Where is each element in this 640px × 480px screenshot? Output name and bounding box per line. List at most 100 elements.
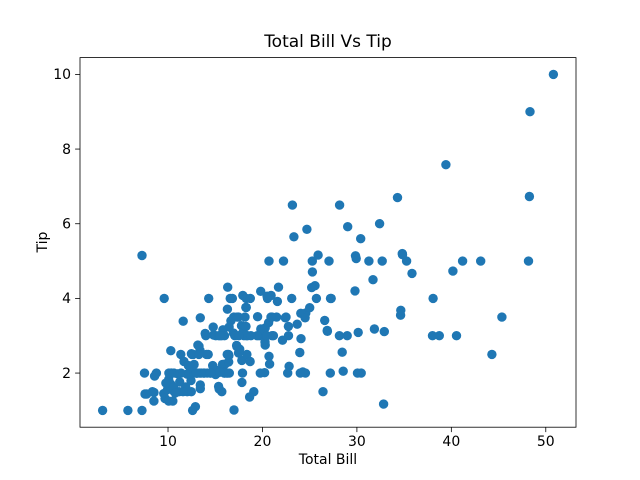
data-point xyxy=(264,351,274,361)
data-point xyxy=(487,349,497,360)
x-tick-label: 20 xyxy=(254,434,272,450)
y-tick-label: 6 xyxy=(62,217,71,233)
data-point xyxy=(397,250,408,260)
data-point xyxy=(307,256,317,266)
data-point xyxy=(139,368,150,378)
data-point xyxy=(215,367,225,377)
y-tick-label: 2 xyxy=(62,366,71,382)
data-point xyxy=(187,405,198,416)
data-point xyxy=(262,331,272,341)
data-point xyxy=(164,396,174,406)
x-tick-label: 40 xyxy=(442,434,460,450)
data-point xyxy=(448,266,458,276)
data-point xyxy=(149,396,159,406)
data-point xyxy=(524,191,535,202)
data-point xyxy=(350,286,360,296)
data-point xyxy=(222,304,233,314)
data-point xyxy=(295,368,305,378)
data-point xyxy=(292,319,302,329)
data-point xyxy=(343,222,353,232)
data-point xyxy=(229,405,239,415)
data-point xyxy=(369,324,380,334)
data-point xyxy=(242,349,252,360)
data-point xyxy=(264,256,274,266)
data-point xyxy=(208,322,218,332)
data-point xyxy=(191,368,202,378)
data-point xyxy=(311,293,322,304)
data-point xyxy=(137,405,147,416)
data-point xyxy=(195,313,205,323)
data-point xyxy=(379,326,389,337)
data-point xyxy=(377,256,387,266)
data-point xyxy=(287,293,297,304)
data-point xyxy=(296,334,306,344)
data-point xyxy=(183,360,194,371)
data-point xyxy=(350,251,361,261)
data-point xyxy=(204,293,214,304)
data-point xyxy=(427,331,438,341)
data-point xyxy=(322,325,332,336)
data-point xyxy=(186,375,196,386)
data-point xyxy=(97,405,108,416)
data-point xyxy=(334,200,345,210)
data-point xyxy=(245,356,255,367)
data-point xyxy=(337,347,347,357)
data-point xyxy=(353,327,363,338)
data-point xyxy=(324,256,334,266)
data-point xyxy=(178,387,188,397)
data-point xyxy=(215,331,225,341)
data-point xyxy=(194,341,204,351)
data-point xyxy=(195,384,205,394)
y-axis-label: Tip xyxy=(35,231,51,253)
data-point xyxy=(392,192,403,203)
x-tick-label: 50 xyxy=(537,434,555,450)
data-point xyxy=(396,305,406,315)
data-point xyxy=(255,368,265,378)
data-point xyxy=(256,286,266,296)
data-point xyxy=(224,357,234,367)
y-tick-label: 4 xyxy=(62,291,71,307)
data-point xyxy=(307,282,317,293)
data-point xyxy=(222,349,232,360)
data-point xyxy=(176,368,186,378)
data-point xyxy=(123,405,133,416)
data-point xyxy=(305,303,315,313)
data-point xyxy=(272,296,283,307)
data-point xyxy=(245,293,255,304)
data-point xyxy=(457,256,468,266)
data-point xyxy=(283,368,293,378)
data-point xyxy=(234,331,244,341)
data-point xyxy=(222,368,232,378)
data-point xyxy=(266,312,276,322)
chart-title: Total Bill Vs Tip xyxy=(264,32,392,52)
data-point xyxy=(166,346,176,356)
data-point xyxy=(289,232,299,242)
data-point xyxy=(237,377,247,388)
data-point xyxy=(224,322,234,332)
data-point xyxy=(244,392,255,402)
data-point xyxy=(205,368,215,378)
data-point xyxy=(497,312,507,322)
data-point xyxy=(318,387,328,397)
data-point xyxy=(208,360,218,371)
data-point xyxy=(368,275,378,285)
data-point xyxy=(277,335,288,345)
data-point xyxy=(428,293,438,304)
data-point xyxy=(451,331,462,341)
y-tick-label: 10 xyxy=(53,67,71,83)
data-point xyxy=(476,256,486,266)
data-point xyxy=(280,313,290,323)
data-point xyxy=(283,321,294,332)
data-point xyxy=(278,256,289,266)
data-point xyxy=(273,282,284,292)
data-point xyxy=(441,160,451,170)
data-point xyxy=(164,368,174,378)
data-point xyxy=(170,388,180,398)
data-point xyxy=(326,293,336,304)
data-point xyxy=(240,312,250,322)
data-point xyxy=(378,399,389,409)
data-point xyxy=(300,313,310,323)
x-tick-label: 30 xyxy=(348,434,366,450)
